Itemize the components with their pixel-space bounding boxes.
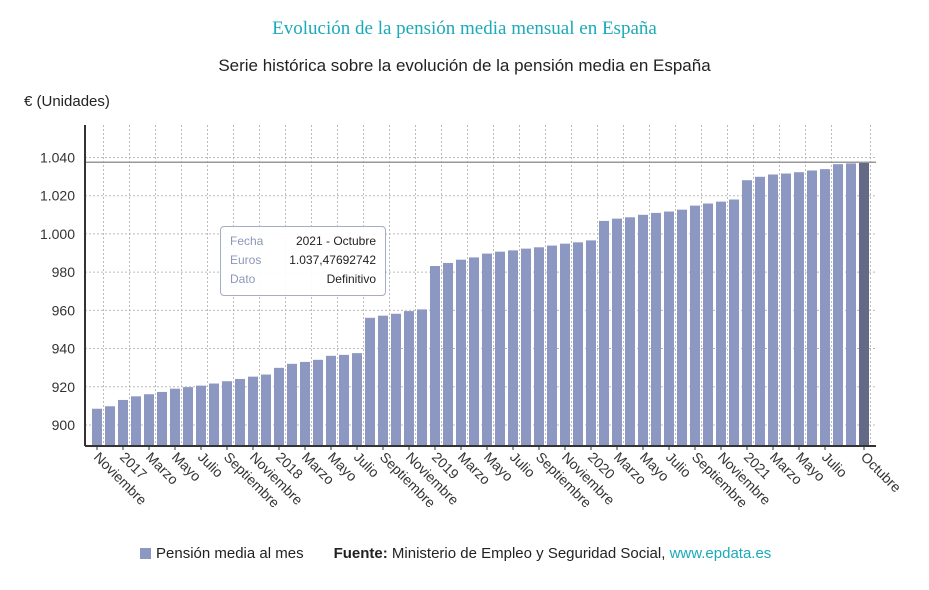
bar <box>118 399 128 446</box>
bar <box>105 406 115 446</box>
bar <box>313 359 323 446</box>
bar <box>482 253 492 446</box>
y-axis-label: € (Unidades) <box>24 93 110 110</box>
bar <box>729 199 739 446</box>
bar <box>92 408 102 446</box>
bar <box>833 164 843 446</box>
bar <box>859 162 869 446</box>
bar <box>209 383 219 446</box>
bar <box>157 391 167 446</box>
y-tick-label: 920 <box>52 379 76 395</box>
bar <box>248 376 258 446</box>
bar <box>508 250 518 446</box>
bar <box>365 317 375 446</box>
legend-item-series[interactable]: Pensión media al mes <box>156 545 304 562</box>
bar <box>716 201 726 446</box>
bar <box>287 363 297 446</box>
bar <box>651 212 661 446</box>
bar <box>625 217 635 446</box>
bar <box>469 257 479 446</box>
bar <box>378 315 388 446</box>
chart-title: Evolución de la pensión media mensual en… <box>272 18 657 39</box>
tooltip-status: Definitivo <box>326 272 376 286</box>
y-tick-label: 1.020 <box>40 188 75 204</box>
tooltip-date: 2021 - Octubre <box>295 234 376 248</box>
bar <box>599 220 609 446</box>
source-text: Ministerio de Empleo y Seguridad Social, <box>391 545 666 562</box>
bar <box>521 248 531 446</box>
bar <box>807 170 817 446</box>
bar <box>703 203 713 446</box>
bar <box>144 394 154 446</box>
bar <box>183 387 193 446</box>
y-tick-label: 940 <box>52 341 76 357</box>
bar <box>794 172 804 446</box>
bar <box>690 205 700 446</box>
bar <box>352 353 362 446</box>
bar <box>586 240 596 446</box>
bar <box>300 361 310 446</box>
bar <box>664 211 674 446</box>
bar <box>547 245 557 446</box>
bar <box>391 313 401 446</box>
bar <box>417 309 427 446</box>
bar <box>131 396 141 446</box>
bar <box>534 247 544 446</box>
source-label: Fuente: <box>333 545 388 562</box>
y-tick-label: 900 <box>52 417 76 433</box>
y-tick-label: 960 <box>52 302 76 318</box>
tooltip-date-label: Fecha <box>230 234 264 248</box>
tooltip-status-label: Dato <box>230 272 256 286</box>
bar <box>768 174 778 447</box>
legend: Pensión media al mes Fuente: Ministerio … <box>140 545 771 562</box>
tooltip-euros: 1.037,47692742 <box>289 253 376 267</box>
bar <box>846 163 856 447</box>
bar <box>443 262 453 446</box>
bar <box>196 385 206 446</box>
bar <box>456 259 466 446</box>
bar <box>235 378 245 446</box>
bar <box>820 169 830 446</box>
bar <box>430 266 440 446</box>
x-tick-label: Octubre <box>858 449 905 496</box>
source-note: Fuente: Ministerio de Empleo y Seguridad… <box>334 545 772 562</box>
tooltip-euros-label: Euros <box>230 253 262 267</box>
bar <box>755 176 765 447</box>
y-tick-label: 980 <box>52 264 76 280</box>
bar <box>404 311 414 446</box>
bar <box>560 243 570 446</box>
legend-swatch <box>140 548 151 559</box>
bar <box>170 388 180 446</box>
bar <box>495 251 505 446</box>
bar <box>573 242 583 446</box>
bar <box>781 173 791 446</box>
bar <box>612 218 622 446</box>
bar <box>339 354 349 446</box>
y-tick-label: 1.040 <box>40 149 75 165</box>
bar <box>326 355 336 446</box>
bar <box>261 374 271 446</box>
bar <box>222 381 232 446</box>
bar <box>677 209 687 446</box>
bar <box>274 367 284 446</box>
chart-subtitle: Serie histórica sobre la evolución de la… <box>218 56 711 75</box>
source-link[interactable]: www.epdata.es <box>669 545 772 562</box>
y-tick-label: 1.000 <box>40 226 75 242</box>
bar <box>742 180 752 446</box>
bar <box>638 214 648 446</box>
tooltip: Fecha 2021 - Octubre Euros 1.037,47692742 … <box>220 226 386 296</box>
